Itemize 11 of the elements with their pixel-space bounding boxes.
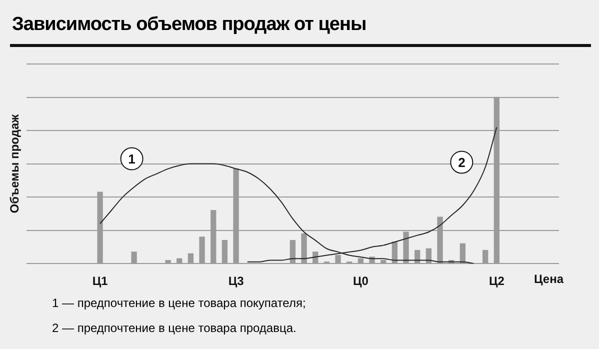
x-tick-label: Ц2 — [488, 274, 505, 288]
x-tick-label: Ц1 — [92, 274, 108, 288]
series-label: 2 — [458, 154, 466, 170]
x-tick-label: Ц0 — [352, 274, 369, 288]
chart-title: Зависимость объемов продаж от цены — [12, 14, 366, 36]
x-tick-label: Ц3 — [228, 274, 244, 288]
series-label: 1 — [128, 151, 136, 166]
text: 1 — предпочтение в цене товара покупателя; — [52, 295, 306, 312]
y-axis-title: Объемы продаж — [8, 114, 22, 214]
text: 2 — предпочтение в цене товара продавца. — [52, 320, 298, 337]
x-axis-title: Цена — [534, 272, 564, 286]
